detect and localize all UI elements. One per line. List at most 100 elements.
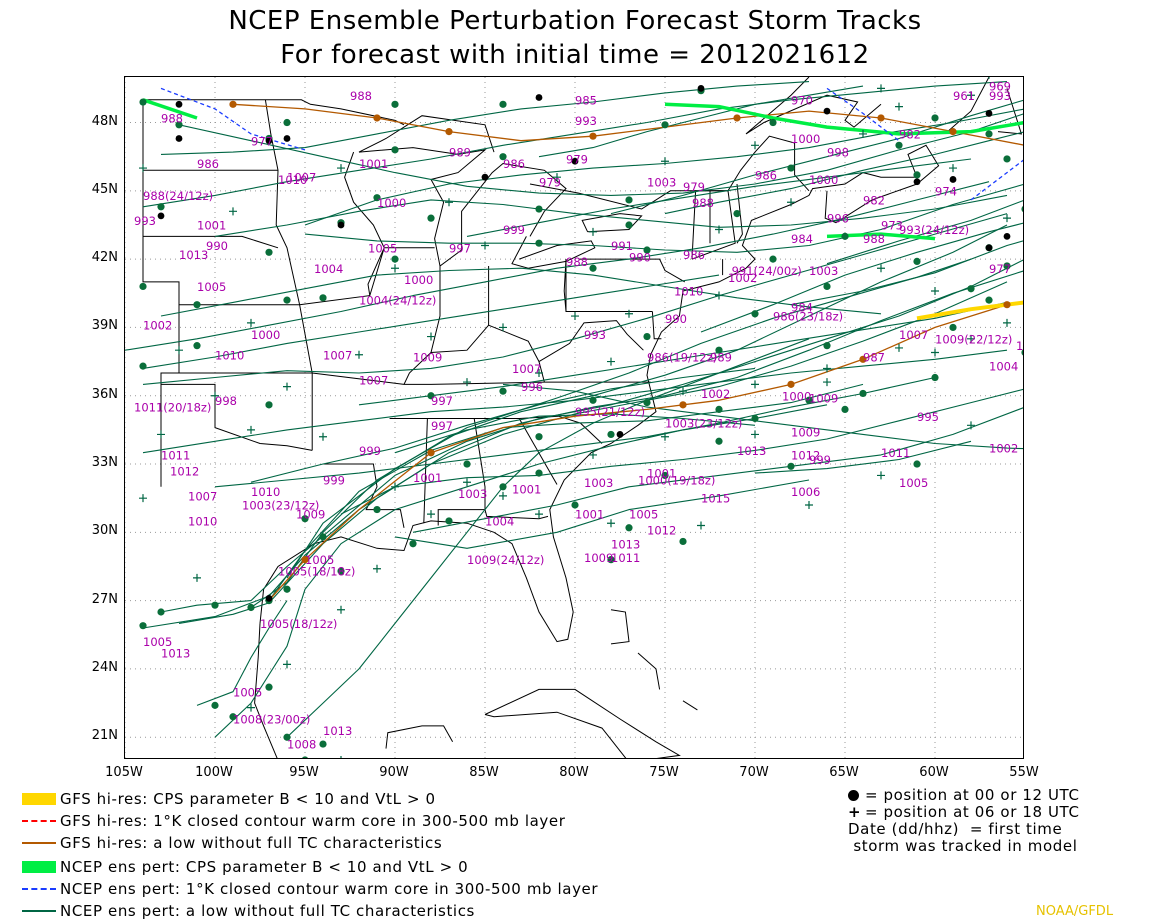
- track-black-dot: [175, 100, 183, 108]
- storm-track-warm: [160, 87, 306, 151]
- storm-track-warm: [970, 159, 1023, 201]
- coastline-or-border: [581, 213, 643, 233]
- track-dot-marker: [625, 221, 633, 229]
- pressure-label: 993(24/12z): [899, 223, 969, 237]
- track-plus-marker: [697, 521, 705, 530]
- track-dot-marker: [535, 469, 543, 477]
- pressure-label: 1003: [647, 175, 676, 189]
- track-plus-marker: [589, 227, 597, 236]
- track-dot-marker: [769, 255, 777, 263]
- track-plus-marker: [823, 364, 831, 373]
- storm-track-ens: [178, 113, 1023, 196]
- pressure-label: 973: [881, 219, 903, 233]
- track-plus-marker: [535, 368, 543, 377]
- track-dot-marker: [409, 540, 417, 548]
- storm-track-ens: [538, 85, 864, 158]
- track-dot-marker: [229, 713, 237, 721]
- lon-tick-label: 105W: [105, 765, 143, 780]
- storm-track-ens: [160, 267, 882, 317]
- coastline-or-border: [367, 247, 435, 296]
- track-plus-marker: [139, 494, 147, 503]
- track-dot-marker: [247, 603, 255, 612]
- legend-label: NCEP ens pert: 1°K closed contour warm c…: [60, 880, 599, 898]
- pressure-label: 986: [755, 168, 777, 182]
- pressure-label: 1013: [161, 647, 190, 661]
- track-plus-marker: [463, 478, 471, 487]
- track-plus-marker: [337, 605, 345, 614]
- lon-tick-label: 60W: [919, 765, 949, 780]
- track-dot-marker: [769, 118, 777, 127]
- track-black-dot: [265, 594, 273, 602]
- track-dot-marker: [805, 396, 813, 404]
- pressure-label: 996: [521, 380, 543, 394]
- pressure-label: 1010: [278, 173, 307, 187]
- track-dot-marker: [841, 405, 849, 413]
- pressure-label: 1001: [359, 157, 388, 171]
- track-plus-marker: [463, 378, 471, 387]
- storm-track-ens: [610, 99, 1023, 215]
- storm-track-ens: [214, 404, 828, 738]
- track-plus-marker: [553, 173, 561, 182]
- track-dot-marker: [625, 524, 633, 532]
- gfs-dot-marker: [445, 128, 453, 136]
- track-plus-marker: [967, 91, 975, 100]
- track-dot-marker: [661, 471, 669, 480]
- track-plus-marker: [931, 287, 939, 296]
- track-dot-marker: [607, 556, 615, 564]
- track-dot-marker: [175, 121, 183, 129]
- lat-tick-label: 45N: [91, 181, 118, 197]
- track-dot-marker: [283, 585, 291, 593]
- storm-track-ens: [142, 281, 1008, 629]
- lon-tick-label: 70W: [739, 765, 769, 780]
- track-plus-marker: [877, 471, 885, 480]
- track-dot-marker: [1021, 206, 1023, 213]
- pressure-label: 996: [827, 212, 849, 226]
- pressure-label: 997: [431, 394, 453, 408]
- gfs-dot-marker: [877, 114, 885, 122]
- pressure-label: 1005(18/12z): [260, 617, 337, 631]
- track-dot-marker: [1021, 349, 1023, 356]
- track-plus-marker: [499, 491, 507, 500]
- pressure-label: 1004: [314, 262, 343, 276]
- track-plus-marker: [337, 164, 345, 173]
- track-black-dot: [616, 431, 624, 438]
- track-plus-marker: [193, 573, 201, 582]
- track-plus-marker: [751, 380, 759, 389]
- credit-label: NOAA/GFDL: [1036, 904, 1114, 919]
- track-dot-marker: [193, 342, 201, 350]
- track-plus-marker: [751, 141, 759, 150]
- pressure-label: 1007: [359, 373, 388, 387]
- track-plus-marker: [535, 510, 543, 519]
- track-dot-marker: [157, 608, 165, 616]
- track-plus-marker: [715, 291, 723, 300]
- pressure-label: 1005: [629, 508, 658, 522]
- pressure-label: 1002: [989, 442, 1018, 456]
- track-dot-marker: [571, 501, 579, 509]
- pressure-label: 974: [935, 184, 957, 198]
- legend-label: NCEP ens pert: CPS parameter B < 10 and …: [60, 858, 469, 876]
- storm-track-ens: [286, 338, 810, 738]
- pressure-label: 999: [503, 223, 525, 237]
- pressure-label: 1005: [197, 280, 226, 294]
- pressure-label: 1000: [791, 132, 820, 146]
- legend-item: NCEP ens pert: 1°K closed contour warm c…: [22, 878, 598, 900]
- lat-tick-label: 42N: [91, 250, 118, 266]
- chart-subtitle: For forecast with initial time = 2012021…: [280, 40, 870, 70]
- track-dot-marker: [751, 414, 759, 423]
- map-panel: 9859709869761000973988984991(24/00z)1010…: [124, 76, 1024, 759]
- coastline-or-border: [437, 418, 486, 526]
- chart-title: NCEP Ensemble Perturbation Forecast Stor…: [228, 6, 922, 36]
- pressure-label: 1009: [296, 508, 325, 522]
- pressure-label: 1002(18/18z): [1016, 339, 1024, 353]
- track-black-dot: [823, 107, 831, 115]
- track-dot-marker: [302, 756, 308, 758]
- pressure-label: 1004: [989, 360, 1018, 374]
- legend-label: GFS hi-res: a low without full TC charac…: [60, 834, 443, 852]
- storm-track-ens: [358, 301, 1008, 406]
- track-plus-marker: [895, 343, 903, 352]
- track-black-dot: [1003, 232, 1011, 240]
- track-dot-marker: [139, 622, 147, 630]
- storm-track-ens: [304, 183, 1023, 253]
- pressure-label: 1002: [143, 319, 172, 333]
- pressure-label: 990: [206, 239, 228, 253]
